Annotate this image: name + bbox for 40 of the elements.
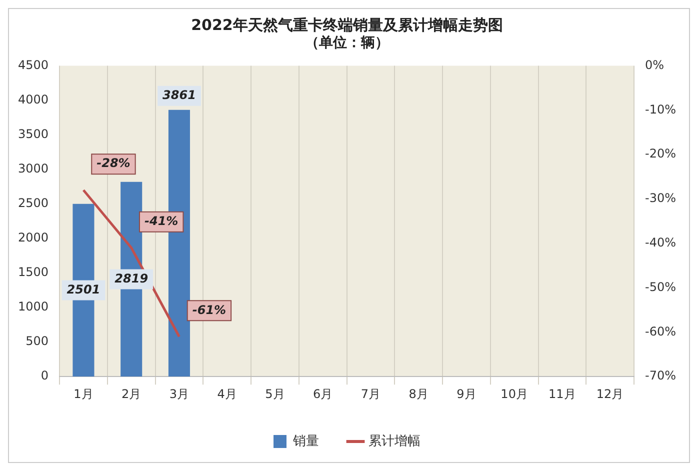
data-label: 3861 <box>162 88 196 102</box>
data-label: -41% <box>144 214 178 228</box>
x-tick-label: 12月 <box>596 386 624 401</box>
y-tick-label: 4500 <box>18 58 49 72</box>
y-tick-label: 2500 <box>18 196 49 210</box>
data-label: -61% <box>192 302 226 317</box>
x-tick-label: 4月 <box>217 386 237 401</box>
x-tick-label: 7月 <box>360 386 381 401</box>
y-tick-label: 3500 <box>18 126 49 141</box>
x-tick-label: 10月 <box>500 386 528 401</box>
y2-tick-label: -20% <box>645 146 676 161</box>
y-tick-label: 0 <box>40 368 49 383</box>
y2-tick-label: -60% <box>645 324 676 338</box>
x-tick-label: 3月 <box>169 386 190 401</box>
data-label: 2501 <box>66 282 100 296</box>
y-tick-label: 1500 <box>18 265 49 280</box>
x-tick-label: 11月 <box>548 386 576 401</box>
legend-label: 销量 <box>292 434 319 449</box>
x-tick-label: 9月 <box>456 386 476 401</box>
y2-tick-label: 0% <box>645 58 664 72</box>
y-tick-label: 500 <box>26 334 49 348</box>
x-tick-label: 5月 <box>265 386 285 401</box>
y2-tick-label: -40% <box>645 236 676 250</box>
y-tick-label: 3000 <box>18 162 49 176</box>
y-tick-label: 2000 <box>18 230 49 245</box>
y2-tick-label: -10% <box>645 102 676 116</box>
chart-subtitle: （单位：辆） <box>305 35 389 52</box>
x-tick-label: 6月 <box>313 386 333 401</box>
x-tick-label: 1月 <box>74 386 94 401</box>
data-label: -28% <box>96 156 130 170</box>
x-tick-label: 8月 <box>408 386 428 401</box>
y-tick-label: 1000 <box>18 300 49 314</box>
y2-tick-label: -30% <box>645 191 676 206</box>
y-tick-label: 4000 <box>18 92 49 106</box>
x-tick-label: 2月 <box>122 386 142 401</box>
chart-title: 2022年天然气重卡终端销量及累计增幅走势图 <box>191 16 503 34</box>
y2-tick-label: -70% <box>645 368 676 383</box>
y2-tick-label: -50% <box>645 280 676 294</box>
legend-label: 累计增幅 <box>368 434 420 449</box>
data-label: 2819 <box>114 271 148 286</box>
